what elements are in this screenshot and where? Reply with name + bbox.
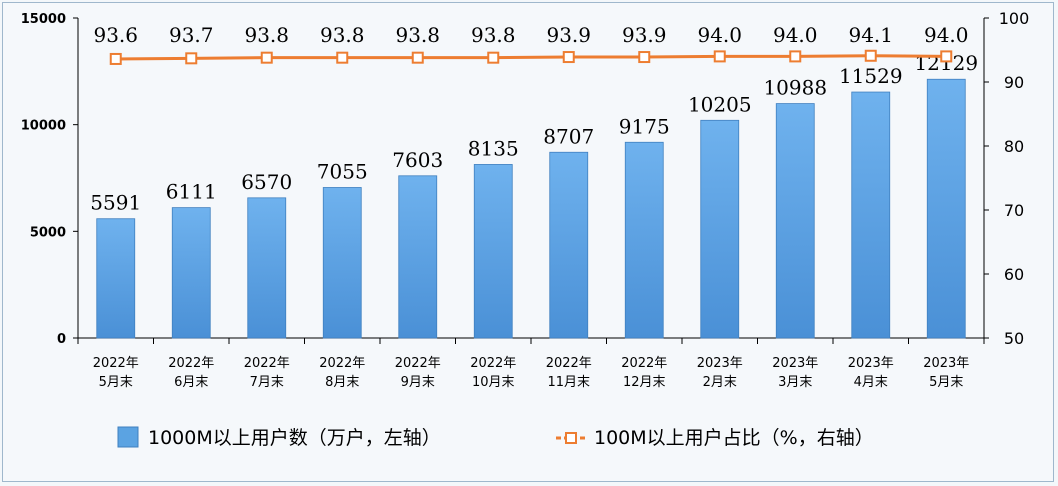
- line-marker: [713, 50, 726, 63]
- line-value-label: 94.1: [848, 23, 893, 47]
- right-tick-label: 50: [1004, 329, 1024, 348]
- bar: [624, 141, 664, 339]
- bar-value-label: 7603: [392, 148, 443, 172]
- category-label-month: 7月末: [250, 375, 284, 390]
- right-tick-label: 60: [1004, 265, 1024, 284]
- line-marker: [411, 51, 424, 64]
- bar-value-label: 6570: [241, 170, 292, 194]
- category-label-year: 2023年: [772, 356, 818, 371]
- category-label-year: 2022年: [319, 356, 365, 371]
- line-value-label: 93.6: [93, 23, 138, 47]
- bar: [398, 175, 438, 339]
- legend-label-bar: 1000M以上用户数（万户，左轴）: [148, 427, 441, 449]
- bar: [775, 103, 815, 339]
- category-label-year: 2022年: [395, 356, 441, 371]
- line-value-label: 94.0: [773, 23, 818, 47]
- category-label-year: 2022年: [546, 356, 592, 371]
- line-marker: [940, 50, 953, 63]
- bar: [549, 151, 589, 339]
- category-label-year: 2022年: [93, 356, 139, 371]
- right-tick-label: 80: [1004, 137, 1024, 156]
- bar: [700, 119, 740, 339]
- category-label-month: 3月末: [778, 375, 812, 390]
- left-tick-label: 15000: [21, 12, 66, 27]
- bar-value-label: 6111: [166, 180, 217, 204]
- bar: [171, 207, 211, 339]
- bar: [851, 91, 891, 339]
- category-label-month: 11月末: [547, 375, 590, 390]
- category-label-month: 8月末: [325, 375, 359, 390]
- bar-value-label: 11529: [839, 64, 903, 88]
- line-marker: [864, 49, 877, 62]
- right-tick-label: 70: [1004, 201, 1024, 220]
- legend-label-line: 100M以上用户占比（%，右轴）: [594, 427, 874, 449]
- bar: [96, 218, 136, 339]
- category-label-year: 2022年: [168, 356, 214, 371]
- line-marker: [638, 51, 651, 64]
- line-marker: [789, 50, 802, 63]
- line-marker: [336, 51, 349, 64]
- left-tick-label: 0: [57, 332, 66, 347]
- line-value-label: 93.9: [546, 23, 591, 47]
- line-value-label: 93.7: [169, 23, 214, 47]
- bar: [322, 187, 362, 339]
- category-label-month: 5月末: [99, 375, 133, 390]
- category-label-year: 2023年: [923, 356, 969, 371]
- category-label-month: 6月末: [174, 375, 208, 390]
- legend-swatch-line: [565, 432, 577, 444]
- category-label-month: 5月末: [929, 375, 963, 390]
- category-label-year: 2022年: [621, 356, 667, 371]
- category-label-month: 4月末: [854, 375, 888, 390]
- line-marker: [562, 51, 575, 64]
- line-marker: [109, 52, 122, 65]
- category-label-year: 2022年: [244, 356, 290, 371]
- category-label-month: 9月末: [401, 375, 435, 390]
- bar: [926, 78, 966, 339]
- line-value-label: 93.8: [471, 23, 516, 47]
- bar-value-label: 10988: [763, 76, 827, 100]
- line-marker: [185, 52, 198, 65]
- line-value-label: 93.8: [395, 23, 440, 47]
- bar: [473, 164, 513, 339]
- bar: [247, 197, 287, 339]
- category-label-year: 2023年: [848, 356, 894, 371]
- right-tick-label: 100: [999, 9, 1030, 28]
- line-value-label: 94.0: [924, 23, 969, 47]
- bar-value-label: 10205: [688, 92, 752, 116]
- line-value-label: 94.0: [697, 23, 742, 47]
- legend-swatch-bar: [117, 426, 139, 448]
- line-value-label: 93.8: [244, 23, 289, 47]
- category-label-year: 2023年: [697, 356, 743, 371]
- category-label-month: 10月末: [472, 375, 515, 390]
- bar-value-label: 5591: [90, 191, 141, 215]
- category-label-month: 12月末: [623, 375, 666, 390]
- category-label-month: 2月末: [703, 375, 737, 390]
- series-line: [115, 54, 947, 61]
- left-tick-label: 5000: [30, 225, 66, 240]
- left-tick-label: 10000: [21, 119, 66, 134]
- right-tick-label: 90: [1004, 73, 1024, 92]
- bar-value-label: 8707: [543, 124, 594, 148]
- line-value-label: 93.9: [622, 23, 667, 47]
- category-label-year: 2022年: [470, 356, 516, 371]
- line-marker: [260, 51, 273, 64]
- line-marker: [487, 51, 500, 64]
- bar-value-label: 8135: [468, 136, 519, 160]
- line-value-label: 93.8: [320, 23, 365, 47]
- bar-value-label: 9175: [619, 114, 670, 138]
- bar-value-label: 7055: [317, 159, 368, 183]
